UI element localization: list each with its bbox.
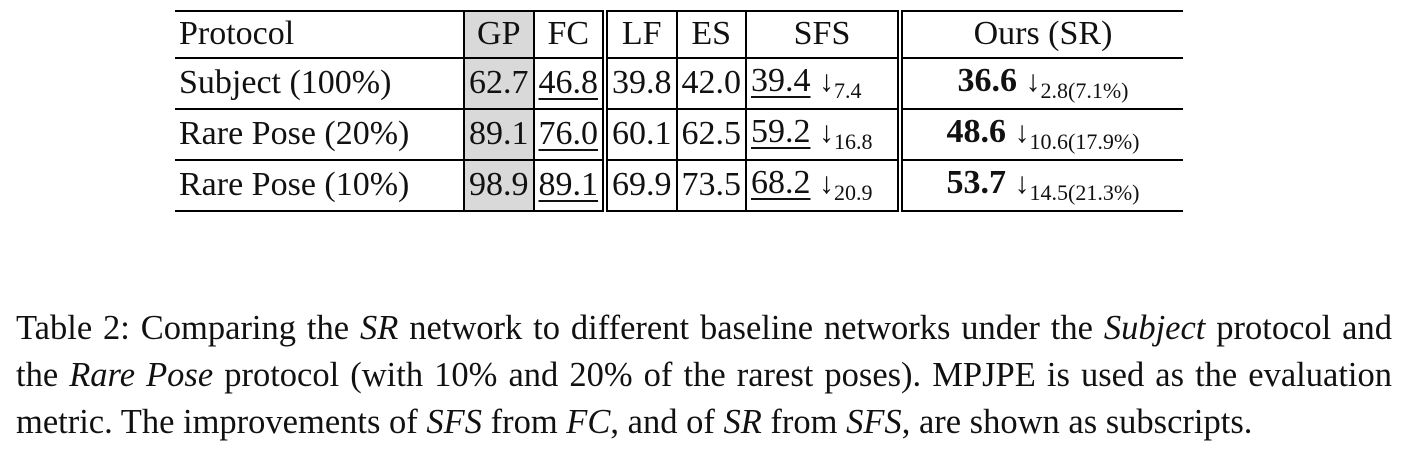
caption-subject-term: Subject <box>1103 308 1206 347</box>
caption-sfs-term: SFS <box>426 402 482 441</box>
cell-fc: 76.0 <box>533 109 608 160</box>
row-protocol: Subject (100%) <box>179 64 392 101</box>
cell-lf: 39.8 <box>605 58 678 109</box>
results-table-container: Protocol GP FC LF ES SFS Ours (SR) Subje… <box>175 10 1183 212</box>
cell-ours: 36.6 ↓2.8(7.1%) <box>900 58 1183 109</box>
caption-text: , and of <box>610 402 724 441</box>
cell-ours-value: 36.6 <box>957 62 1018 99</box>
header-protocol: Protocol <box>179 15 295 52</box>
table-header-row: Protocol GP FC LF ES SFS Ours (SR) <box>175 11 1183 58</box>
cell-gp: 62.7 <box>463 58 535 109</box>
header-ours: Ours (SR) <box>973 15 1113 52</box>
row-protocol: Rare Pose (10%) <box>179 166 410 203</box>
down-arrow-icon: ↓ <box>819 116 834 149</box>
caption-rare-pose-term: Rare Pose <box>69 355 214 394</box>
down-arrow-icon: ↓ <box>1025 65 1041 98</box>
cell-sfs-delta: 20.9 <box>834 180 873 205</box>
row-protocol: Rare Pose (20%) <box>179 115 410 152</box>
cell-es: 73.5 <box>676 160 747 211</box>
table-row: Rare Pose (20%) 89.1 76.0 60.1 62.5 59.2… <box>175 109 1183 160</box>
cell-fc: 46.8 <box>533 58 608 109</box>
cell-sfs-delta: 7.4 <box>834 78 862 103</box>
caption-sfs-term: SFS <box>846 402 902 441</box>
cell-fc-value: 76.0 <box>538 115 599 152</box>
cell-ours-delta: 2.8(7.1%) <box>1040 78 1129 103</box>
results-table: Protocol GP FC LF ES SFS Ours (SR) Subje… <box>175 10 1183 212</box>
cell-gp: 89.1 <box>463 109 535 160</box>
cell-sfs: 39.4 ↓7.4 <box>746 58 903 109</box>
caption-text: from <box>481 402 567 441</box>
caption-sr-term: SR <box>723 402 762 441</box>
cell-fc-value: 46.8 <box>538 64 599 101</box>
cell-ours-value: 48.6 <box>946 113 1007 150</box>
cell-ours-delta: 10.6(17.9%) <box>1029 129 1140 154</box>
cell-lf: 60.1 <box>605 109 678 160</box>
caption-text: network to different baseline networks u… <box>398 308 1104 347</box>
down-arrow-icon: ↓ <box>1014 116 1030 149</box>
down-arrow-icon: ↓ <box>1014 167 1030 200</box>
cell-ours-delta: 14.5(21.3%) <box>1029 180 1140 205</box>
down-arrow-icon: ↓ <box>819 167 834 200</box>
table-row: Subject (100%) 62.7 46.8 39.8 42.0 39.4 … <box>175 58 1183 109</box>
cell-fc-value: 89.1 <box>538 166 599 203</box>
cell-ours: 48.6 ↓10.6(17.9%) <box>900 109 1183 160</box>
cell-sfs-delta: 16.8 <box>834 129 873 154</box>
cell-sfs-value: 68.2 <box>751 164 811 201</box>
table-row: Rare Pose (10%) 98.9 89.1 69.9 73.5 68.2… <box>175 160 1183 211</box>
cell-ours-value: 53.7 <box>946 164 1007 201</box>
cell-es: 42.0 <box>676 58 747 109</box>
header-fc: FC <box>533 11 608 58</box>
caption-fc-term: FC <box>566 402 611 441</box>
cell-gp: 98.9 <box>463 160 535 211</box>
caption-text: from <box>761 402 847 441</box>
header-gp: GP <box>463 11 535 58</box>
cell-sfs: 68.2 ↓20.9 <box>746 160 903 211</box>
cell-ours: 53.7 ↓14.5(21.3%) <box>900 160 1183 211</box>
header-lf: LF <box>605 11 678 58</box>
down-arrow-icon: ↓ <box>819 65 834 98</box>
table-caption: Table 2: Comparing the SR network to dif… <box>16 305 1392 446</box>
cell-fc: 89.1 <box>533 160 608 211</box>
header-es: ES <box>676 11 747 58</box>
caption-text: protocol and the <box>16 308 1392 394</box>
cell-es: 62.5 <box>676 109 747 160</box>
caption-text: , are shown as subscripts. <box>901 402 1253 441</box>
caption-sr-term: SR <box>359 308 399 347</box>
caption-text: protocol (with 10% and 20% of the rarest… <box>16 355 1392 441</box>
header-sfs: SFS <box>746 11 903 58</box>
cell-lf: 69.9 <box>605 160 678 211</box>
cell-sfs-value: 39.4 <box>751 62 811 99</box>
cell-sfs: 59.2 ↓16.8 <box>746 109 903 160</box>
cell-sfs-value: 59.2 <box>751 113 811 150</box>
caption-lead: Table 2: Comparing the <box>16 308 360 347</box>
